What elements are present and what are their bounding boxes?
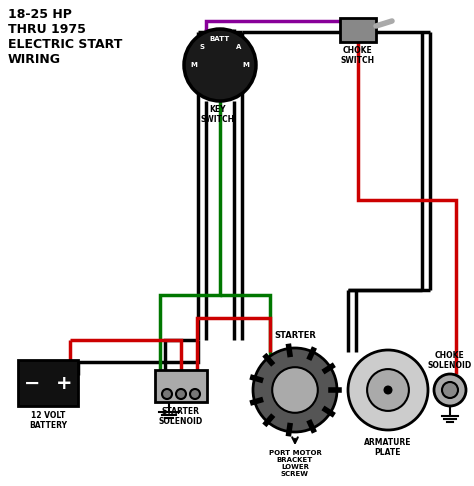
Text: STARTER
SOLENOID: STARTER SOLENOID: [159, 407, 203, 426]
Text: PORT MOTOR
BRACKET
LOWER
SCREW: PORT MOTOR BRACKET LOWER SCREW: [269, 450, 321, 477]
Text: CHOKE
SWITCH: CHOKE SWITCH: [341, 46, 375, 66]
Text: ARMATURE
PLATE: ARMATURE PLATE: [364, 438, 412, 457]
Text: S: S: [199, 44, 204, 50]
Text: M: M: [243, 62, 249, 68]
Text: CHOKE
SOLENOID: CHOKE SOLENOID: [428, 350, 472, 370]
Bar: [340, 18, 376, 42]
Circle shape: [434, 374, 466, 406]
Text: M: M: [191, 62, 198, 68]
Circle shape: [162, 389, 172, 399]
Text: BATT: BATT: [210, 36, 230, 42]
Text: +: +: [56, 374, 72, 393]
Circle shape: [367, 369, 409, 411]
Text: KEY
SWITCH: KEY SWITCH: [201, 105, 235, 124]
Text: STARTER: STARTER: [274, 331, 316, 340]
Bar: [18, 360, 78, 406]
Circle shape: [184, 29, 256, 101]
Circle shape: [348, 350, 428, 430]
Circle shape: [384, 386, 392, 394]
Circle shape: [442, 382, 458, 398]
Text: 12 VOLT
BATTERY: 12 VOLT BATTERY: [29, 411, 67, 431]
Text: 18-25 HP
THRU 1975
ELECTRIC START
WIRING: 18-25 HP THRU 1975 ELECTRIC START WIRING: [8, 8, 122, 66]
Circle shape: [176, 389, 186, 399]
Text: A: A: [236, 44, 241, 50]
Text: −: −: [24, 374, 40, 393]
Bar: [155, 370, 207, 402]
Circle shape: [272, 367, 318, 413]
Circle shape: [190, 389, 200, 399]
Circle shape: [253, 348, 337, 432]
